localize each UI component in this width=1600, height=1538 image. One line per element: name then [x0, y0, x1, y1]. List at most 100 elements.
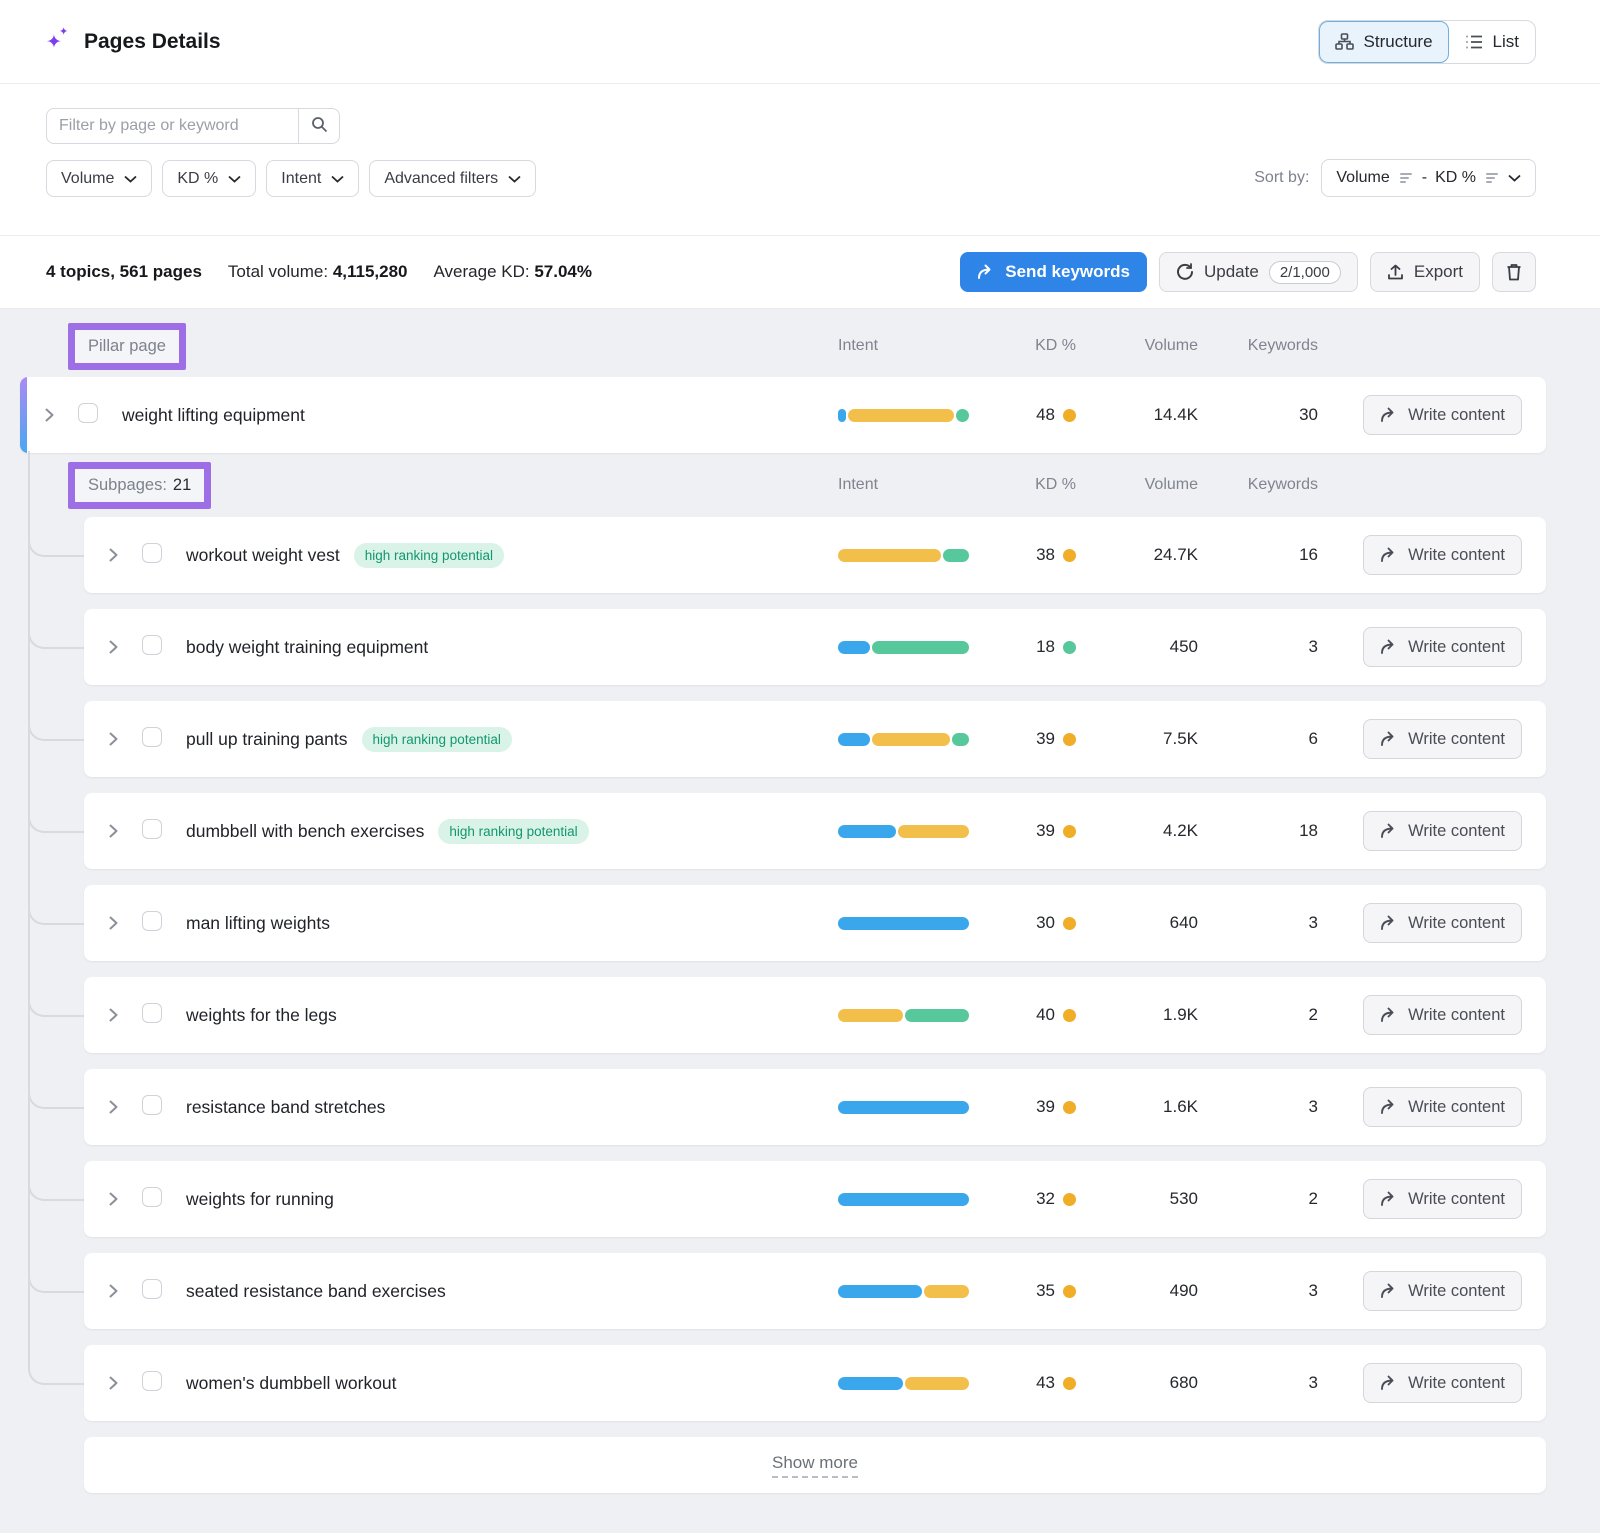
- write-content-button[interactable]: Write content: [1363, 811, 1522, 851]
- page-name[interactable]: body weight training equipment: [186, 636, 429, 657]
- filter-intent-dropdown[interactable]: Intent: [266, 160, 360, 197]
- kd-value: 43: [1036, 1373, 1055, 1392]
- write-content-button[interactable]: Write content: [1363, 1087, 1522, 1127]
- keywords-count: 2: [1308, 1005, 1318, 1024]
- chevron-down-icon: [508, 175, 521, 183]
- intent-segment-blue: [838, 1376, 903, 1390]
- write-content-button[interactable]: Write content: [1363, 535, 1522, 575]
- expand-chevron-icon[interactable]: [108, 1375, 142, 1391]
- list-label: List: [1492, 31, 1519, 51]
- row-checkbox[interactable]: [142, 910, 162, 931]
- page-name[interactable]: workout weight vest: [186, 544, 340, 565]
- page-name[interactable]: dumbbell with bench exercises: [186, 820, 425, 841]
- subpage-row: weights for the legs 40 1.9K 2 Write con…: [28, 959, 1546, 1053]
- pillar-header-row: Pillar page Intent KD % Volume Keywords: [20, 315, 1546, 377]
- intent-segment-yellow: [923, 1284, 969, 1298]
- keywords-count: 3: [1308, 913, 1318, 932]
- kd-value: 39: [1036, 821, 1055, 840]
- row-checkbox[interactable]: [142, 1186, 162, 1207]
- page-name[interactable]: weights for the legs: [186, 1004, 337, 1025]
- page-title: Pages Details: [84, 29, 221, 53]
- sort-by-dropdown[interactable]: Volume - KD %: [1321, 159, 1536, 197]
- write-content-button[interactable]: Write content: [1363, 1363, 1522, 1403]
- list-view-button[interactable]: List: [1449, 21, 1535, 63]
- write-arrow-icon: [1381, 1099, 1394, 1114]
- write-content-label: Write content: [1408, 1005, 1505, 1024]
- row-checkbox[interactable]: [142, 818, 162, 839]
- delete-button[interactable]: [1492, 252, 1536, 292]
- intent-segment-blue: [838, 640, 871, 654]
- intent-segment-yellow: [898, 824, 969, 838]
- expand-chevron-icon[interactable]: [108, 1099, 142, 1115]
- write-content-label: Write content: [1408, 1373, 1505, 1392]
- write-content-button[interactable]: Write content: [1363, 1271, 1522, 1311]
- write-content-button[interactable]: Write content: [1363, 995, 1522, 1035]
- expand-chevron-icon[interactable]: [108, 823, 142, 839]
- write-content-button[interactable]: Write content: [1363, 627, 1522, 667]
- keywords-count: 30: [1299, 405, 1318, 424]
- export-button[interactable]: Export: [1369, 252, 1480, 292]
- write-content-button[interactable]: Write content: [1363, 719, 1522, 759]
- page-name[interactable]: pull up training pants: [186, 728, 348, 749]
- expand-chevron-icon[interactable]: [108, 639, 142, 655]
- update-button[interactable]: Update 2/1,000: [1158, 252, 1358, 292]
- send-arrow-icon: [978, 264, 991, 279]
- page-name[interactable]: women's dumbbell workout: [186, 1372, 397, 1393]
- expand-chevron-icon[interactable]: [44, 407, 78, 423]
- expand-chevron-icon[interactable]: [108, 1007, 142, 1023]
- send-keywords-button[interactable]: Send keywords: [960, 252, 1147, 292]
- intent-segment-yellow: [838, 1008, 903, 1022]
- expand-chevron-icon[interactable]: [108, 1283, 142, 1299]
- row-checkbox[interactable]: [142, 542, 162, 563]
- filter-kd-dropdown[interactable]: KD %: [162, 160, 257, 197]
- sort-first-label: Volume: [1336, 169, 1390, 186]
- show-more-button[interactable]: Show more: [84, 1437, 1546, 1493]
- search-input[interactable]: [46, 108, 298, 144]
- subpage-row: body weight training equipment 18 450 3 …: [28, 591, 1546, 685]
- intent-bar: [838, 1376, 969, 1390]
- structure-view-button[interactable]: Structure: [1318, 20, 1449, 63]
- row-checkbox[interactable]: [142, 726, 162, 747]
- row-checkbox[interactable]: [142, 1278, 162, 1299]
- search-button[interactable]: [298, 108, 340, 144]
- filter-intent-label: Intent: [281, 169, 322, 187]
- page-name[interactable]: man lifting weights: [186, 912, 330, 933]
- subpages-annotation: Subpages: 21: [68, 461, 212, 509]
- expand-chevron-icon[interactable]: [108, 1191, 142, 1207]
- write-arrow-icon: [1381, 823, 1394, 838]
- expand-chevron-icon[interactable]: [108, 547, 142, 563]
- row-checkbox[interactable]: [142, 1002, 162, 1023]
- row-checkbox[interactable]: [142, 1094, 162, 1115]
- ranking-potential-badge: high ranking potential: [361, 726, 512, 752]
- filter-volume-dropdown[interactable]: Volume: [46, 160, 153, 197]
- expand-chevron-icon[interactable]: [108, 915, 142, 931]
- write-arrow-icon: [1381, 915, 1394, 930]
- column-keywords: Keywords: [1247, 476, 1318, 493]
- kd-value: 38: [1036, 545, 1055, 564]
- row-checkbox[interactable]: [142, 634, 162, 655]
- write-arrow-icon: [1381, 1283, 1394, 1298]
- page-name[interactable]: resistance band stretches: [186, 1096, 386, 1117]
- page-name[interactable]: seated resistance band exercises: [186, 1280, 446, 1301]
- avg-kd-value: 57.04%: [534, 262, 592, 281]
- write-content-button[interactable]: Write content: [1363, 903, 1522, 943]
- export-icon: [1387, 264, 1403, 279]
- total-volume-label: Total volume:: [227, 262, 329, 281]
- kd-difficulty-dot: [1063, 1100, 1076, 1114]
- kd-difficulty-dot: [1063, 1192, 1076, 1206]
- volume-value: 24.7K: [1153, 545, 1198, 564]
- write-content-button[interactable]: Write content: [1363, 395, 1522, 435]
- page-name[interactable]: weight lifting equipment: [122, 404, 305, 425]
- row-checkbox[interactable]: [142, 1370, 162, 1391]
- expand-chevron-icon[interactable]: [108, 731, 142, 747]
- row-checkbox[interactable]: [78, 402, 98, 423]
- write-arrow-icon: [1381, 407, 1394, 422]
- intent-bar: [838, 824, 969, 838]
- write-content-button[interactable]: Write content: [1363, 1179, 1522, 1219]
- kd-value: 48: [1036, 405, 1055, 424]
- advanced-filters-dropdown[interactable]: Advanced filters: [369, 160, 537, 197]
- chevron-down-icon: [1508, 174, 1521, 182]
- page-name[interactable]: weights for running: [186, 1188, 334, 1209]
- filter-kd-label: KD %: [177, 169, 219, 187]
- intent-bar: [838, 1284, 969, 1298]
